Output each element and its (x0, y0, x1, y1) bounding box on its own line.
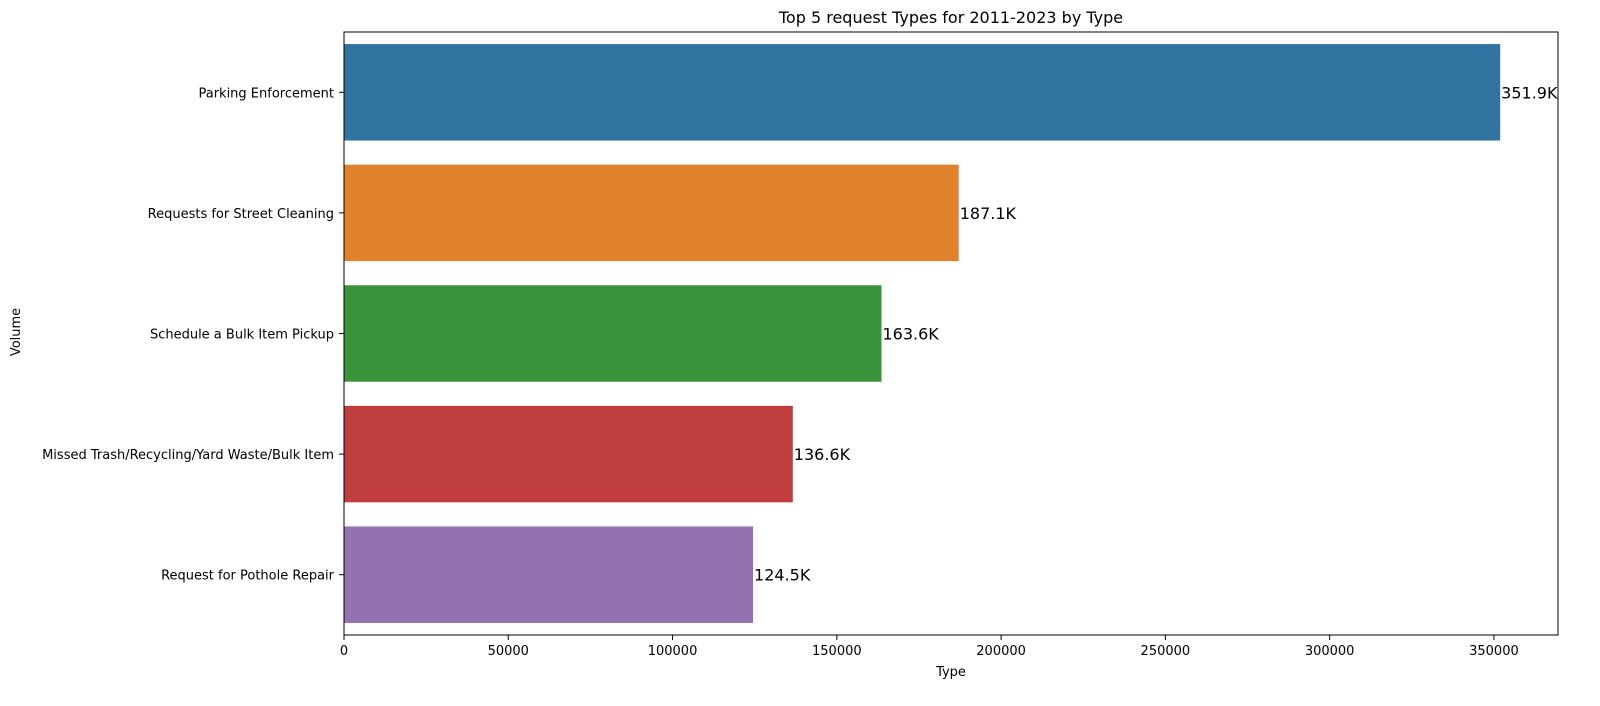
data-label: 124.5K (754, 566, 811, 585)
bar (344, 44, 1501, 141)
bars-layer: 351.9K 187.1K 163.6K 136.6K 124.5K (344, 44, 1558, 623)
x-axis-title: Type (935, 665, 966, 680)
y-axis-title: Volume (9, 308, 24, 356)
x-tick-label: 50000 (488, 644, 529, 659)
chart-title: Top 5 request Types for 2011-2023 by Typ… (778, 8, 1123, 27)
bar (344, 164, 959, 262)
data-label: 136.6K (794, 445, 851, 464)
bar (344, 526, 754, 623)
y-tick-label: Requests for Street Cleaning (148, 207, 334, 222)
x-tick-label: 300000 (1305, 644, 1355, 659)
x-tick-label: 0 (340, 644, 348, 659)
y-tick-label: Request for Pothole Repair (161, 569, 335, 584)
data-label: 163.6K (883, 325, 940, 344)
x-tick-label: 150000 (812, 644, 862, 659)
data-label: 351.9K (1501, 83, 1558, 102)
data-label: 187.1K (960, 204, 1017, 223)
axes-layer: Parking Enforcement Requests for Street C… (42, 31, 1559, 659)
plot-frame (343, 31, 1559, 636)
x-tick-label: 350000 (1469, 644, 1519, 659)
x-tick-label: 200000 (976, 644, 1026, 659)
y-tick-label: Schedule a Bulk Item Pickup (150, 328, 334, 343)
y-tick-label: Parking Enforcement (198, 86, 334, 101)
x-tick-label: 100000 (648, 644, 698, 659)
bar (344, 405, 793, 503)
bar (344, 285, 882, 382)
y-tick-label: Missed Trash/Recycling/Yard Waste/Bulk I… (42, 448, 334, 463)
x-tick-label: 250000 (1141, 644, 1191, 659)
